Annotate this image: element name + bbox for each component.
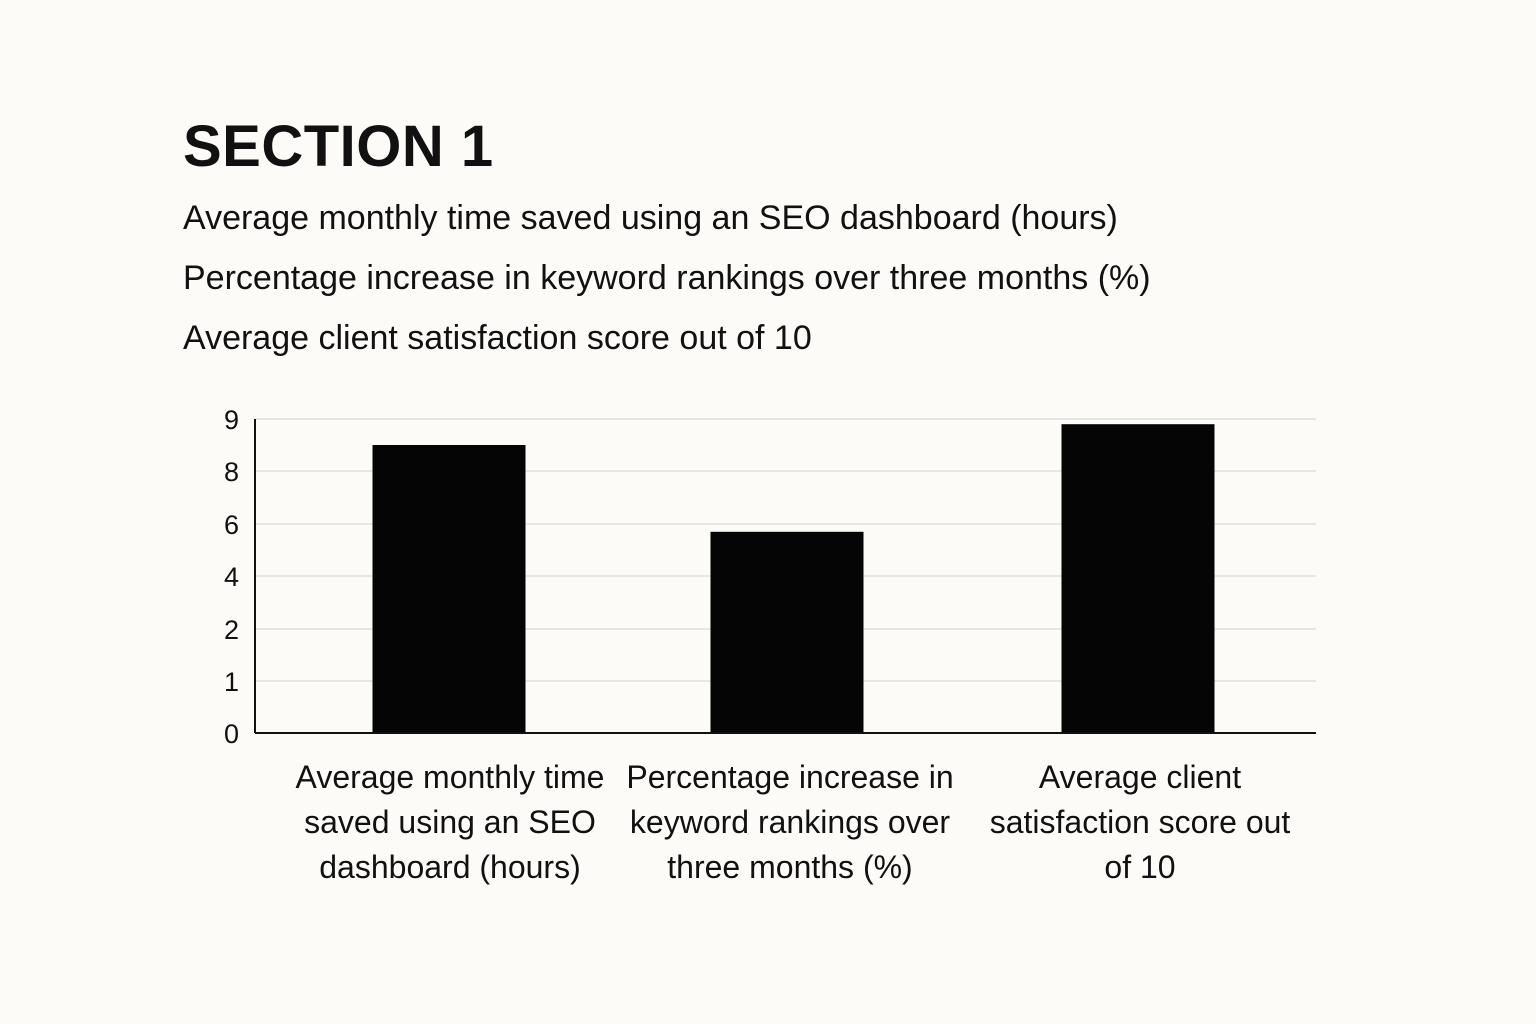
y-tick-label: 2	[224, 615, 239, 645]
description-keyword-increase: Percentage increase in keyword rankings …	[183, 259, 1151, 297]
bar-2	[710, 531, 864, 733]
category-label-time-saved: Average monthly time saved using an SEO …	[295, 759, 605, 885]
description-satisfaction: Average client satisfaction score out of…	[183, 319, 812, 357]
section-title: SECTION 1	[183, 114, 494, 179]
y-tick-label: 1	[224, 667, 239, 697]
y-tick-label: 6	[224, 510, 239, 540]
category-label-keyword-increase: Percentage increase in keyword rankings …	[626, 759, 954, 885]
y-tick-label: 0	[224, 719, 239, 749]
bar-3	[1061, 424, 1215, 733]
description-time-saved: Average monthly time saved using an SEO …	[183, 199, 1118, 237]
bar-1	[372, 445, 526, 733]
y-tick-label: 9	[224, 405, 239, 435]
y-tick-label: 8	[224, 457, 239, 487]
category-label-satisfaction: Average client satisfaction score out of…	[989, 759, 1291, 885]
y-tick-label: 4	[224, 562, 239, 592]
